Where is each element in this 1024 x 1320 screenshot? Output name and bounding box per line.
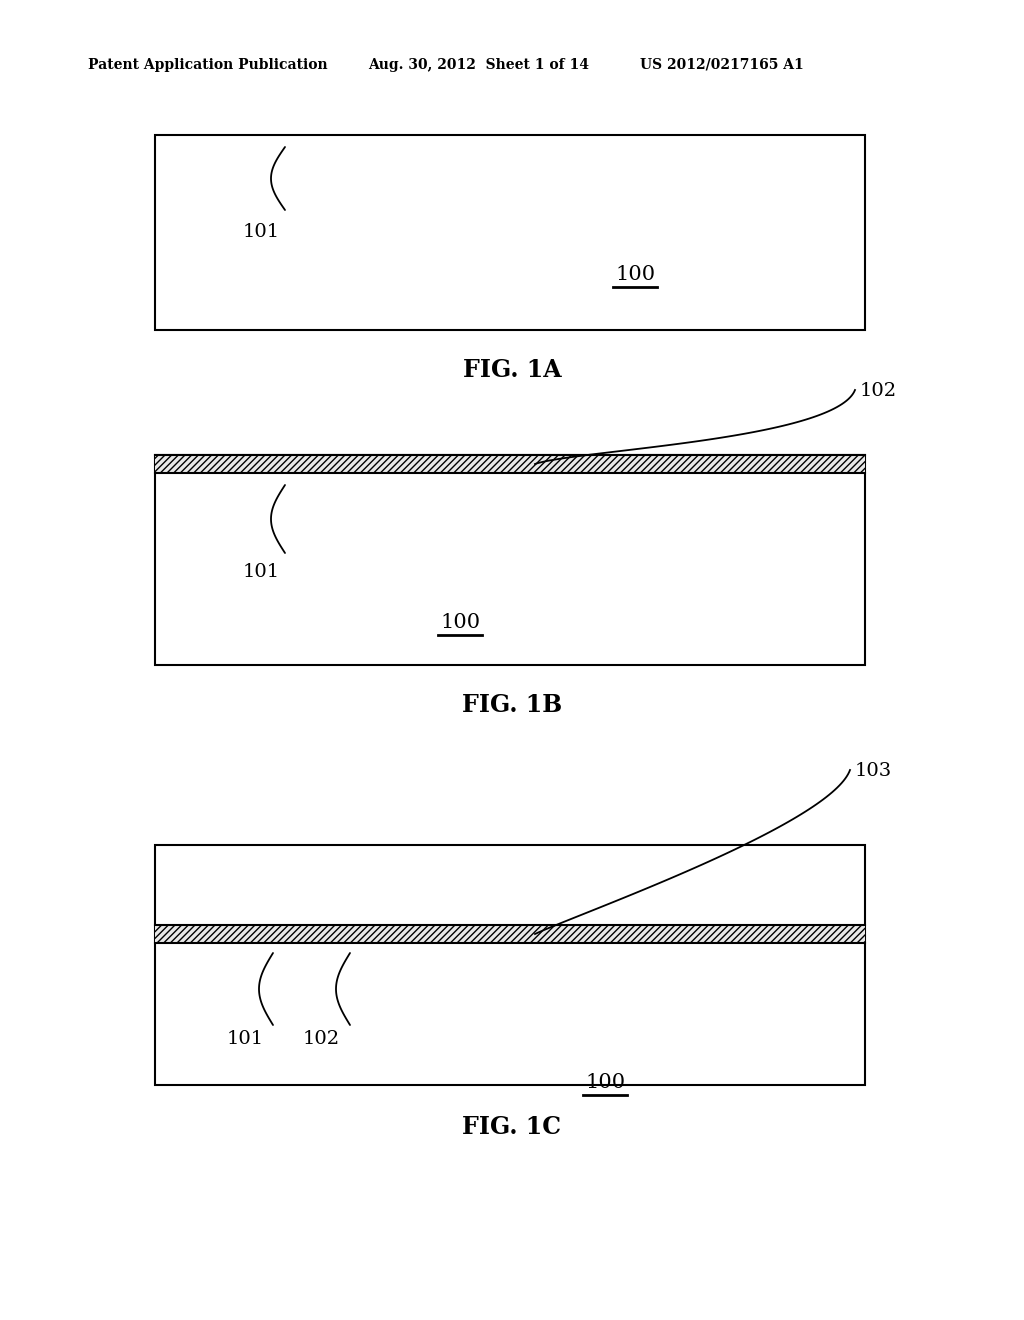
Text: 100: 100 xyxy=(440,612,480,632)
Text: 103: 103 xyxy=(855,762,892,780)
Text: Patent Application Publication: Patent Application Publication xyxy=(88,58,328,73)
Bar xyxy=(155,845,865,1085)
Text: Aug. 30, 2012  Sheet 1 of 14: Aug. 30, 2012 Sheet 1 of 14 xyxy=(368,58,589,73)
Text: 101: 101 xyxy=(243,223,281,242)
Bar xyxy=(155,135,865,330)
Bar xyxy=(155,455,865,665)
Text: 100: 100 xyxy=(585,1073,625,1092)
Text: 100: 100 xyxy=(615,265,655,284)
Text: 101: 101 xyxy=(227,1030,264,1048)
Text: 102: 102 xyxy=(303,1030,340,1048)
Text: 101: 101 xyxy=(243,564,281,581)
Text: FIG. 1A: FIG. 1A xyxy=(463,358,561,381)
Text: FIG. 1B: FIG. 1B xyxy=(462,693,562,717)
Bar xyxy=(155,925,865,942)
Text: US 2012/0217165 A1: US 2012/0217165 A1 xyxy=(640,58,804,73)
Text: 102: 102 xyxy=(860,381,897,400)
Text: FIG. 1C: FIG. 1C xyxy=(463,1115,561,1139)
Bar xyxy=(155,455,865,473)
